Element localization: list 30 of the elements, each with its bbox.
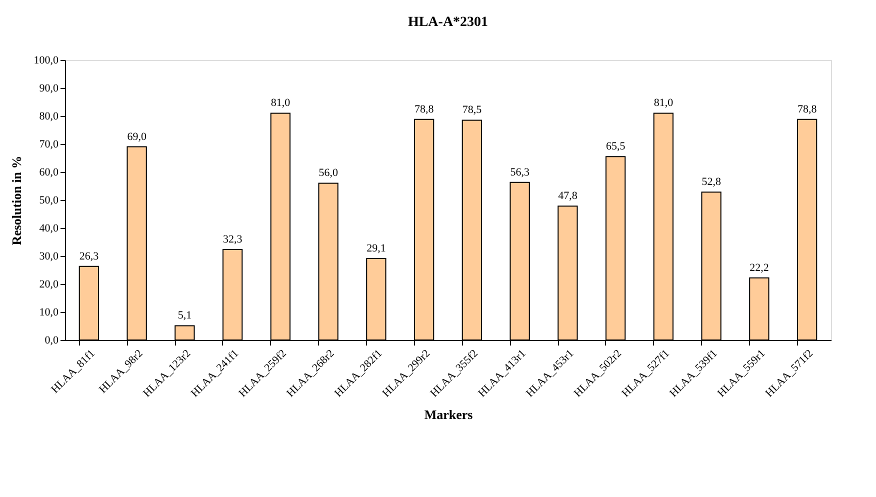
data-label: 78,8	[414, 103, 434, 116]
y-tick-label: 10,0	[39, 306, 59, 318]
data-label: 65,5	[606, 140, 626, 153]
data-label: 29,1	[366, 242, 386, 255]
y-tick-label: 50,0	[39, 194, 59, 206]
data-label: 26,3	[79, 250, 100, 262]
y-tick-label: 90,0	[39, 82, 59, 94]
x-axis-title: Markers	[424, 406, 473, 422]
y-tick-label: 100,0	[34, 54, 59, 66]
data-label: 81,0	[654, 97, 674, 110]
y-tick-label: 60,0	[39, 166, 59, 178]
data-label: 78,8	[797, 103, 818, 116]
chart-title: HLA-A*2301	[408, 15, 488, 30]
data-label: 47,8	[558, 190, 578, 202]
y-tick-label: 70,0	[39, 138, 59, 150]
data-label: 81,0	[270, 97, 291, 110]
y-axis-title: Resolution in %	[8, 156, 24, 246]
data-label: 22,2	[750, 262, 769, 274]
data-label: 5,1	[178, 310, 192, 322]
y-tick-label: 80,0	[39, 110, 59, 122]
data-label: 56,3	[510, 166, 530, 178]
y-tick-label: 40,0	[39, 222, 59, 234]
data-label: 52,8	[702, 176, 722, 188]
y-tick-label: 0,0	[44, 334, 59, 346]
y-tick-label: 20,0	[39, 278, 59, 290]
data-label: 69,0	[127, 130, 147, 143]
y-tick-label: 30,0	[39, 250, 59, 262]
data-label: 78,5	[462, 104, 482, 116]
data-label: 32,3	[222, 234, 243, 246]
data-label: 56,0	[318, 167, 338, 180]
